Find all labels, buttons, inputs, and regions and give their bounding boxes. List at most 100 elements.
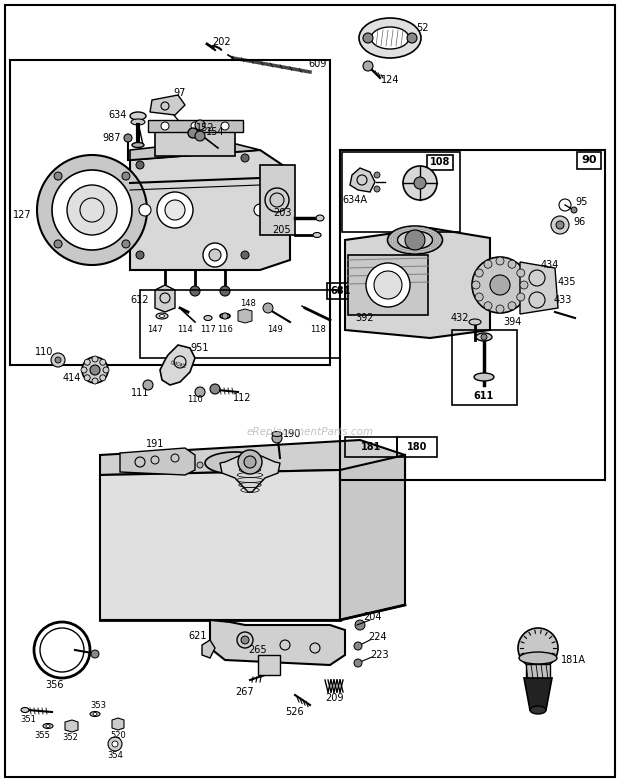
Polygon shape xyxy=(130,140,260,160)
Circle shape xyxy=(67,185,117,235)
Circle shape xyxy=(263,303,273,313)
Circle shape xyxy=(556,221,564,229)
Circle shape xyxy=(508,302,516,310)
Text: 356: 356 xyxy=(46,680,64,690)
Ellipse shape xyxy=(469,319,481,325)
Ellipse shape xyxy=(43,723,53,729)
Bar xyxy=(452,330,517,405)
Bar xyxy=(148,120,243,132)
Text: 108: 108 xyxy=(430,157,450,167)
Text: 634A: 634A xyxy=(342,195,368,205)
Circle shape xyxy=(143,380,153,390)
Text: 118: 118 xyxy=(310,325,326,335)
Ellipse shape xyxy=(132,142,144,148)
Circle shape xyxy=(37,155,147,265)
Polygon shape xyxy=(120,448,195,475)
Circle shape xyxy=(475,269,483,277)
Bar xyxy=(10,60,330,365)
Circle shape xyxy=(209,249,221,261)
Text: 202: 202 xyxy=(213,37,231,47)
Circle shape xyxy=(100,375,106,381)
Circle shape xyxy=(571,207,577,213)
Polygon shape xyxy=(345,228,490,338)
Bar xyxy=(340,150,605,480)
Circle shape xyxy=(484,260,492,268)
Text: 180: 180 xyxy=(407,442,427,452)
Circle shape xyxy=(52,170,132,250)
Text: 433: 433 xyxy=(554,295,572,305)
Circle shape xyxy=(152,465,158,471)
Ellipse shape xyxy=(159,314,164,317)
Text: 351: 351 xyxy=(20,716,36,724)
Circle shape xyxy=(472,281,480,289)
Ellipse shape xyxy=(397,231,433,249)
Polygon shape xyxy=(238,309,252,323)
Text: 148: 148 xyxy=(240,300,256,309)
Text: 353: 353 xyxy=(90,701,106,711)
Circle shape xyxy=(363,61,373,71)
Circle shape xyxy=(182,462,188,468)
Text: 612: 612 xyxy=(131,295,149,305)
Ellipse shape xyxy=(93,712,97,716)
Bar xyxy=(427,155,453,170)
Text: 432: 432 xyxy=(451,313,469,323)
Ellipse shape xyxy=(313,232,321,238)
Polygon shape xyxy=(100,470,340,620)
Polygon shape xyxy=(220,452,280,492)
Circle shape xyxy=(374,186,380,192)
Circle shape xyxy=(366,263,410,307)
Text: 149: 149 xyxy=(267,325,283,335)
Bar xyxy=(260,165,295,235)
Circle shape xyxy=(520,281,528,289)
Circle shape xyxy=(195,131,205,141)
Ellipse shape xyxy=(476,333,492,341)
Circle shape xyxy=(518,628,558,668)
Circle shape xyxy=(244,456,256,468)
Text: 110: 110 xyxy=(35,347,53,357)
Text: 147: 147 xyxy=(147,325,163,335)
Circle shape xyxy=(496,305,504,313)
Ellipse shape xyxy=(519,652,557,664)
Circle shape xyxy=(51,353,65,367)
Circle shape xyxy=(221,122,229,130)
Text: eReplacementParts.com: eReplacementParts.com xyxy=(246,427,374,437)
Circle shape xyxy=(254,204,266,216)
Bar xyxy=(397,437,437,457)
Ellipse shape xyxy=(90,712,100,716)
Circle shape xyxy=(124,134,132,142)
Ellipse shape xyxy=(204,315,212,321)
Circle shape xyxy=(84,375,91,381)
Circle shape xyxy=(241,636,249,644)
Text: 354: 354 xyxy=(107,752,123,761)
Circle shape xyxy=(508,260,516,268)
Bar xyxy=(342,152,460,232)
Circle shape xyxy=(84,359,91,365)
Text: 191: 191 xyxy=(146,439,164,449)
Circle shape xyxy=(160,286,170,296)
Text: 127: 127 xyxy=(12,210,32,220)
Circle shape xyxy=(157,192,193,228)
Circle shape xyxy=(55,357,61,363)
Circle shape xyxy=(92,378,98,384)
Circle shape xyxy=(195,387,205,397)
Text: 112: 112 xyxy=(232,393,251,403)
Bar xyxy=(327,283,355,299)
Polygon shape xyxy=(130,150,290,270)
Polygon shape xyxy=(520,262,558,314)
Circle shape xyxy=(490,275,510,295)
Circle shape xyxy=(139,204,151,216)
Circle shape xyxy=(81,367,87,373)
Circle shape xyxy=(484,302,492,310)
Ellipse shape xyxy=(205,452,265,474)
Text: 352: 352 xyxy=(62,734,78,742)
Text: 95: 95 xyxy=(576,197,588,207)
Circle shape xyxy=(355,620,365,630)
Text: 634: 634 xyxy=(109,110,127,120)
Text: 90: 90 xyxy=(582,155,596,165)
Polygon shape xyxy=(65,720,78,732)
Circle shape xyxy=(551,216,569,234)
Text: 520: 520 xyxy=(110,731,126,741)
Circle shape xyxy=(82,357,108,383)
Text: 267: 267 xyxy=(236,687,254,697)
Bar xyxy=(140,290,340,358)
